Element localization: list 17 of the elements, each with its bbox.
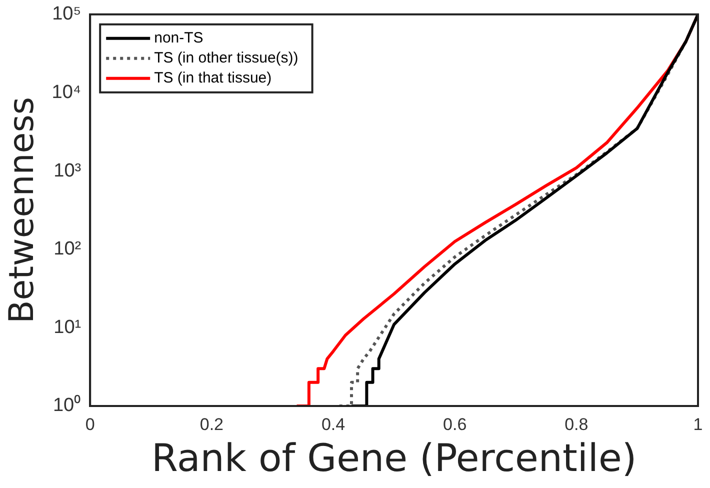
y-axis-title: Betweenness [2,96,42,324]
x-tick-label: 0 [85,414,95,434]
x-tick-label: 0.2 [200,414,224,434]
x-tick-label: 0.4 [321,414,346,434]
legend-label: TS (in other tissue(s)) [154,50,298,67]
x-axis-title: Rank of Gene (Percentile) [151,436,637,480]
y-tick-label: 10¹ [54,316,82,338]
y-tick-label: 10⁴ [52,82,82,103]
x-tick-label: 0.8 [564,414,588,434]
y-tick-label: 10³ [54,160,82,182]
y-tick-label: 10⁰ [52,394,82,416]
y-tick-label: 10² [54,238,82,260]
legend-label: TS (in that tissue) [154,70,272,87]
x-tick-label: 0.6 [443,414,467,434]
x-tick-label: 1 [693,414,703,434]
y-tick-label: 10⁵ [52,4,82,25]
legend-label: non-TS [154,30,204,47]
